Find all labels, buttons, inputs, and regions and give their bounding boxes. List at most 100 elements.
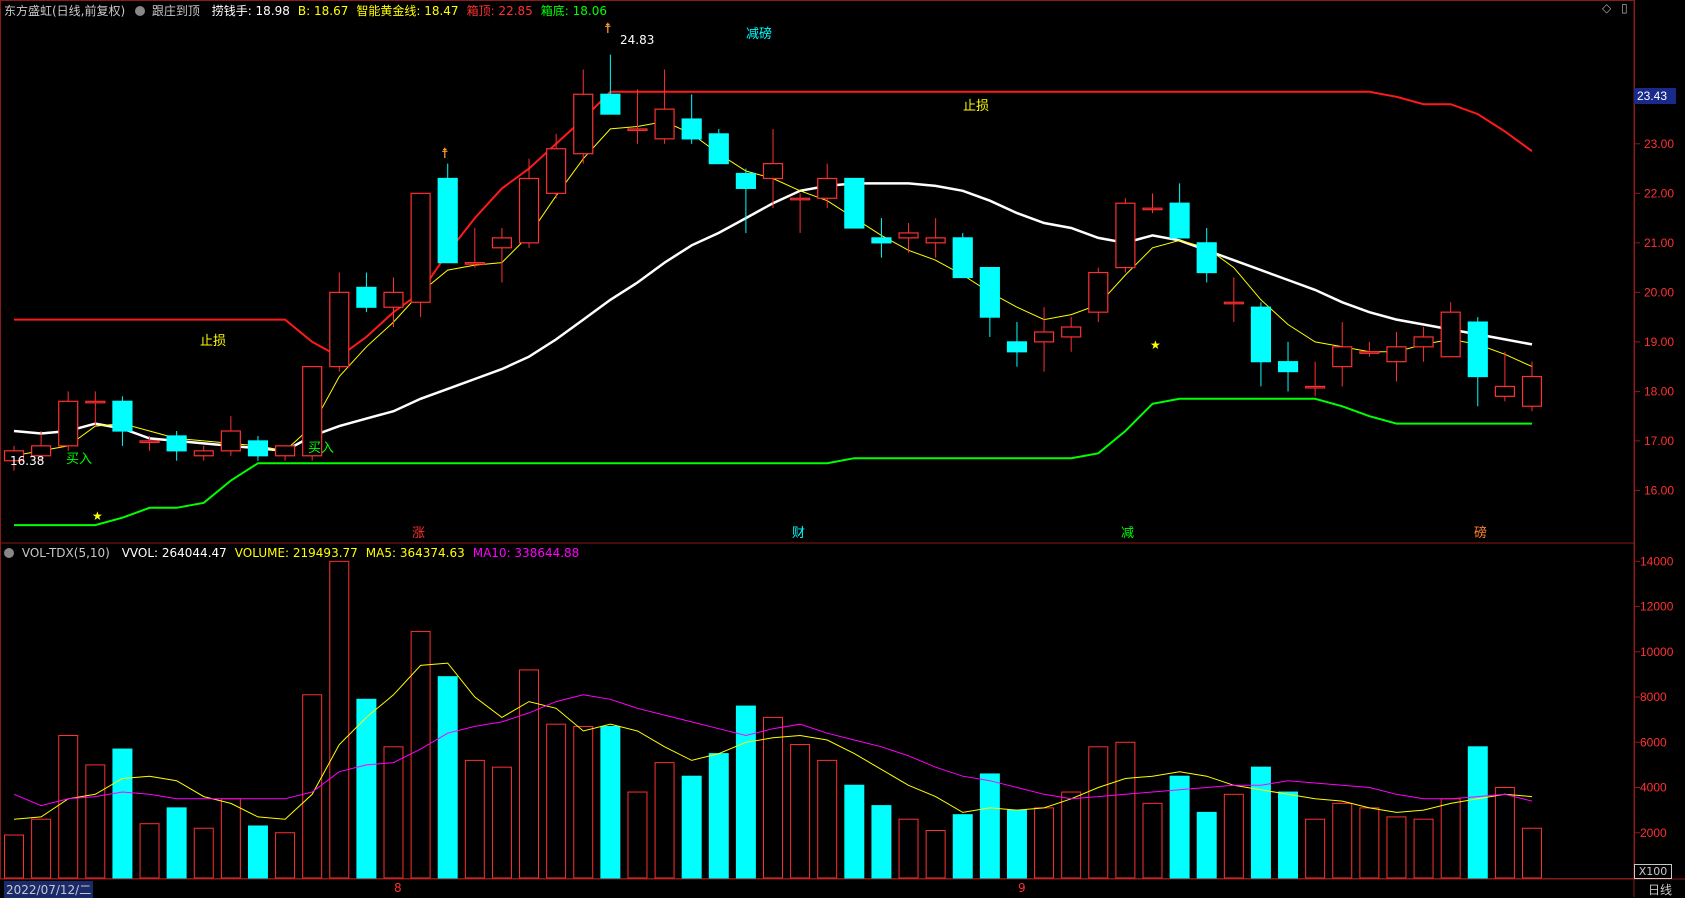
candlestick-series <box>3 54 1543 471</box>
volume-header: VOL-TDX(5,10) VVOL: 264044.47 VOLUME: 219… <box>4 546 579 560</box>
candle-body <box>654 108 675 140</box>
volume-bar <box>1413 818 1434 879</box>
volume-indicator-name[interactable]: VOL-TDX(5,10) <box>21 546 110 560</box>
indicator-value-3: 箱顶: 22.85 <box>466 4 533 18</box>
candle-body <box>1359 351 1380 354</box>
candle-body <box>600 93 621 115</box>
volume-value-0: VVOL: 264044.47 <box>121 546 227 560</box>
volume-bar <box>735 705 756 879</box>
volume-tick-label: 10000 <box>1640 645 1674 659</box>
candle-body <box>518 177 540 244</box>
candle-body <box>274 445 296 457</box>
candle-body <box>979 266 1000 318</box>
candle-body <box>1223 301 1244 305</box>
candle-body <box>1115 202 1136 269</box>
diamond-icon[interactable]: ◇ <box>1602 1 1612 15</box>
volume-tick-label: 4000 <box>1640 781 1667 795</box>
indicator-value-2: 智能黄金线: 18.47 <box>356 4 459 18</box>
month-9-label: 9 <box>1018 881 1026 895</box>
scroll-icon[interactable]: ▯ <box>1621 1 1628 15</box>
month-8-label: 8 <box>394 881 402 895</box>
period-label[interactable]: 日线 <box>1648 883 1673 897</box>
candle-body <box>166 435 187 452</box>
volume-bar <box>112 748 133 879</box>
volume-bar <box>220 798 241 879</box>
candle-body <box>925 237 946 244</box>
candle-body <box>139 440 160 444</box>
volume-bar <box>247 825 268 879</box>
candle-body <box>3 450 25 462</box>
candle-body <box>437 177 458 264</box>
dropdown-icon[interactable] <box>135 6 146 16</box>
volume-bar <box>58 734 79 879</box>
volume-ma5-line <box>13 662 1533 820</box>
volume-bar <box>627 791 648 879</box>
candle-body <box>383 291 404 308</box>
volume-bar <box>464 759 485 879</box>
volume-value-3: MA10: 338644.88 <box>472 546 580 560</box>
window-controls: ◇ ▯ <box>1602 1 1628 15</box>
peak-marker-icon-2: ☨ <box>604 21 612 37</box>
volume-bar <box>600 725 621 879</box>
candle-body <box>1521 375 1543 407</box>
footer-bar: 2022/07/12/二 8 9 日线 <box>0 880 1685 898</box>
indicator-values: 捞钱手: 18.98 B: 18.67 智能黄金线: 18.47 箱顶: 22.85 箱… <box>204 4 607 18</box>
chart-frame <box>0 0 1635 879</box>
volume-bar <box>925 829 946 879</box>
volume-tick-label: 6000 <box>1640 735 1667 749</box>
volume-bar <box>898 818 919 879</box>
candle-body <box>1413 336 1434 348</box>
indicator-value-4: 箱底: 18.06 <box>540 4 608 18</box>
candle-body <box>735 172 756 189</box>
volume-bar <box>491 766 512 879</box>
chart-header: 东方盛虹(日线,前复权) 跟庄到顶 捞钱手: 18.98 B: 18.67 智能黄金… <box>4 2 607 18</box>
stop-loss-label-1: 止损 <box>200 334 226 349</box>
volume-ma10-polyline <box>13 694 1533 807</box>
candle-body <box>1142 207 1163 211</box>
volume-bar <box>1006 809 1027 879</box>
candle-body <box>1440 311 1461 358</box>
volume-tick-label: 14000 <box>1640 554 1674 568</box>
signal-cai: 财 <box>792 526 805 541</box>
reduce-label: 减磅 <box>746 26 772 42</box>
indicator-name[interactable]: 跟庄到顶 <box>151 4 200 18</box>
volume-bar <box>1142 802 1163 879</box>
candle-body <box>1033 331 1055 343</box>
current-price-tag <box>1634 88 1676 104</box>
candle-body <box>193 450 214 457</box>
volume-bar <box>1278 791 1299 879</box>
volume-bar <box>383 746 404 879</box>
signal-zhang: 涨 <box>412 526 425 541</box>
volume-bar <box>1115 741 1136 879</box>
volume-tick-label: 2000 <box>1640 826 1667 840</box>
price-axis: 24.0023.0022.0021.0020.0019.0018.0017.00… <box>1634 87 1674 497</box>
volume-bar <box>1169 775 1190 879</box>
volume-bar <box>546 723 567 879</box>
star-marker-icon-2: ★ <box>1150 338 1161 352</box>
volume-bar <box>979 773 1000 879</box>
stock-title[interactable]: 东方盛虹(日线,前复权) <box>4 4 126 18</box>
low-price-label: 16.38 <box>10 454 44 468</box>
volume-bar <box>871 805 892 879</box>
volume-bar <box>844 784 865 879</box>
volume-bar <box>1196 811 1217 879</box>
candle-body <box>1088 271 1109 313</box>
candle-body <box>871 237 892 244</box>
indicator-value-0: 捞钱手: 18.98 <box>211 4 290 18</box>
volume-bar <box>519 669 540 879</box>
volume-bar <box>790 744 811 879</box>
volume-bar <box>31 818 52 879</box>
volume-bar <box>1088 746 1109 879</box>
volume-dropdown-icon[interactable] <box>4 548 14 558</box>
candle-body <box>762 163 784 180</box>
candle-body <box>681 118 702 140</box>
signal-jian: 减 <box>1121 526 1134 541</box>
volume-bar <box>708 753 729 879</box>
candle-body <box>708 133 729 165</box>
candle-body <box>1006 341 1028 353</box>
volume-bar <box>817 759 838 879</box>
candle-body <box>790 197 811 201</box>
volume-bar <box>193 827 214 879</box>
indicator-value-1: B: 18.67 <box>297 4 349 18</box>
white-trend-polyline <box>13 182 1533 453</box>
